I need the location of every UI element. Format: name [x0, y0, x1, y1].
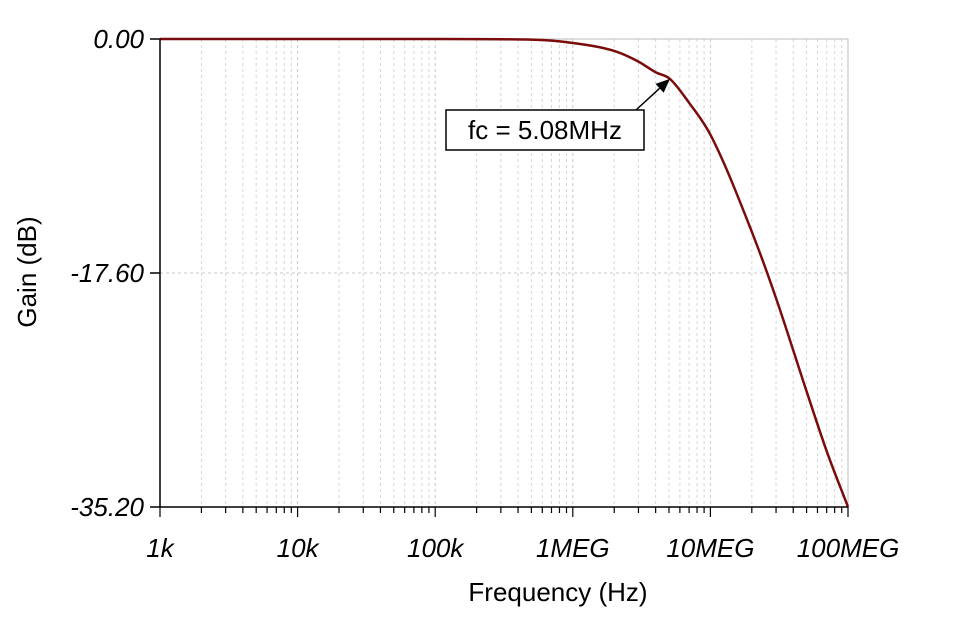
- x-tick-label: 10MEG: [666, 533, 754, 563]
- x-tick-label: 100k: [407, 533, 465, 563]
- annotation-arrow-shaft: [635, 87, 661, 111]
- gain-series-line: [159, 37, 850, 508]
- x-tick-labels: 1k 10k 100k 1MEG 10MEG 100MEG: [146, 533, 899, 563]
- axes: [150, 38, 849, 517]
- x-axis-label: Frequency (Hz): [468, 577, 647, 607]
- grid: [159, 38, 848, 508]
- y-tick-labels: 0.00 -17.60 -35.20: [70, 24, 144, 522]
- annotation-text: fc = 5.08MHz: [468, 115, 622, 145]
- annotation-box: [445, 109, 645, 151]
- y-tick-label: -35.20: [70, 492, 144, 522]
- series-layer: [159, 37, 850, 508]
- y-tick-label: 0.00: [93, 24, 144, 54]
- y-tick-label: -17.60: [70, 258, 144, 288]
- annotation-arrow-head: [655, 78, 670, 93]
- x-tick-label: 10k: [277, 533, 321, 563]
- x-tick-label: 100MEG: [797, 533, 900, 563]
- x-tick-label: 1MEG: [536, 533, 610, 563]
- y-axis-label: Gain (dB): [12, 216, 42, 327]
- x-tick-label: 1k: [146, 533, 175, 563]
- annotations: fc = 5.08MHz: [445, 78, 670, 151]
